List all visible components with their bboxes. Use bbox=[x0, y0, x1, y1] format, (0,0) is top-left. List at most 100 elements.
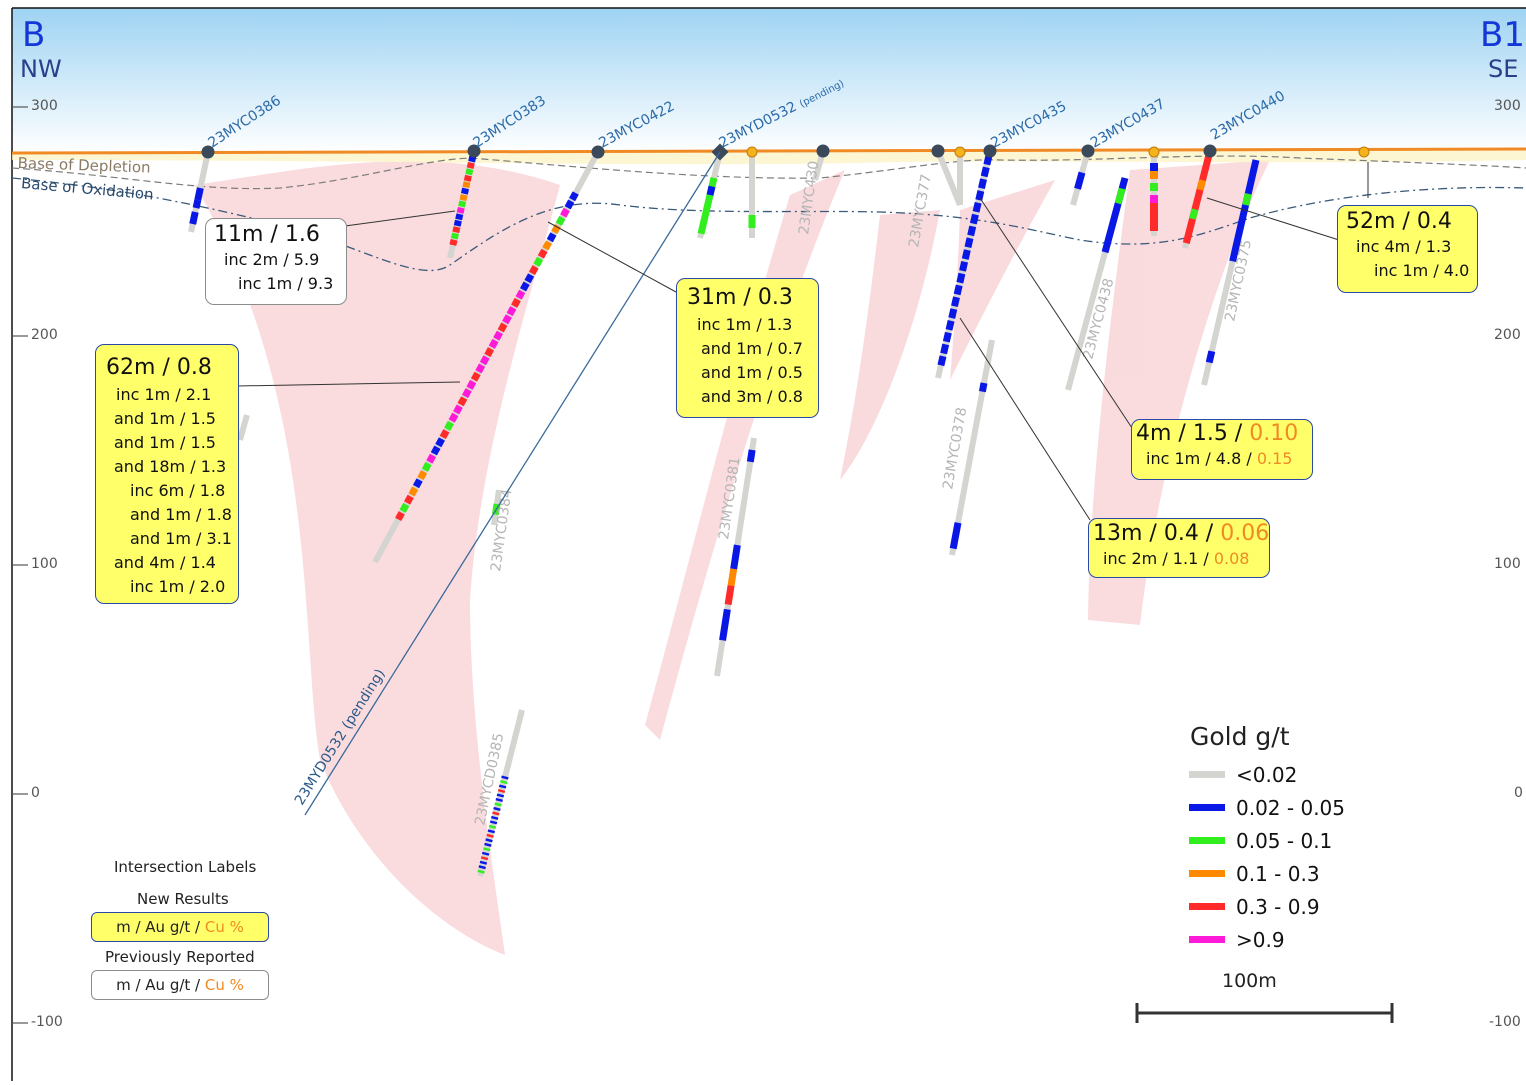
assay-interval bbox=[408, 486, 419, 497]
intersection-line: and 3m / 0.8 bbox=[701, 387, 803, 406]
legend-swatch bbox=[1189, 870, 1225, 877]
intersection-line: inc 2m / 5.9 bbox=[224, 250, 320, 269]
assay-interval bbox=[560, 207, 570, 218]
intersection-line: inc 6m / 1.8 bbox=[130, 481, 226, 500]
assay-interval bbox=[500, 780, 508, 785]
copper-grade: 0.15 bbox=[1256, 449, 1293, 468]
assay-interval bbox=[497, 788, 506, 794]
assay-interval bbox=[399, 502, 410, 513]
assay-interval bbox=[978, 178, 987, 190]
legend-swatch bbox=[1189, 804, 1225, 811]
assay-interval bbox=[462, 181, 471, 189]
legend-label: 0.3 - 0.9 bbox=[1236, 895, 1320, 919]
hole-trace bbox=[935, 149, 963, 207]
assay-interval bbox=[498, 784, 507, 789]
key-prev-label: Previously Reported bbox=[105, 948, 255, 966]
section-start-letter: B bbox=[22, 15, 46, 55]
elevation-ticks bbox=[12, 106, 28, 1024]
assay-interval bbox=[460, 187, 470, 195]
drill-hole bbox=[1148, 146, 1160, 236]
legend-label: <0.02 bbox=[1236, 763, 1298, 787]
assay-interval bbox=[412, 478, 423, 489]
intersection-label-new-3: 52m / 0.4 inc 4m / 1.3 inc 1m / 4.0 bbox=[1337, 205, 1478, 293]
intersection-line: and 18m / 1.3 bbox=[114, 457, 227, 476]
elevation-left-300: 300 bbox=[31, 98, 58, 114]
assay-interval bbox=[953, 284, 963, 296]
elevation-right-300: 300 bbox=[1494, 98, 1521, 114]
assay-interval bbox=[945, 320, 955, 331]
scale-bar bbox=[1135, 1003, 1394, 1023]
key-new-label: New Results bbox=[137, 890, 229, 908]
base-of-depletion-line bbox=[11, 155, 1526, 190]
assay-interval bbox=[479, 860, 488, 865]
assay-interval bbox=[486, 833, 494, 838]
zone-central bbox=[645, 170, 845, 740]
assay-interval bbox=[456, 206, 465, 214]
assay-interval bbox=[189, 211, 199, 225]
intersection-label-new-4: 4m / 1.5 / 0.10 inc 1m / 4.8 / 0.15 bbox=[1131, 419, 1313, 480]
collar-marker bbox=[1081, 144, 1095, 158]
assay-interval bbox=[448, 412, 459, 423]
assay-interval bbox=[477, 869, 485, 874]
assay-interval bbox=[480, 856, 489, 861]
assay-interval bbox=[951, 296, 960, 308]
assay-interval bbox=[491, 815, 499, 820]
assay-interval bbox=[942, 331, 952, 343]
assay-interval bbox=[459, 194, 468, 201]
elevation-left-minus100: -100 bbox=[31, 1014, 63, 1030]
collar-marker bbox=[816, 144, 830, 158]
drill-hole bbox=[746, 146, 758, 238]
intersection-head: 11m / 1.6 bbox=[214, 222, 320, 247]
legend-swatch bbox=[1189, 936, 1225, 943]
assay-interval bbox=[961, 249, 971, 260]
intersection-label-new-5: 13m / 0.4 / 0.06 inc 2m / 1.1 / 0.08 bbox=[1088, 518, 1270, 578]
assay-interval bbox=[444, 420, 454, 431]
section-end-direction: SE bbox=[1488, 55, 1519, 83]
assay-interval bbox=[457, 396, 468, 407]
intersection-line: inc 1m / 2.1 bbox=[116, 385, 212, 404]
intersection-label-new-1: 62m / 0.8 inc 1m / 2.1 and 1m / 1.5 and … bbox=[95, 344, 239, 604]
assay-interval bbox=[937, 355, 947, 367]
intersection-line: and 1m / 0.5 bbox=[701, 363, 803, 382]
elevation-left-200: 200 bbox=[31, 327, 58, 343]
intersection-line: and 1m / 3.1 bbox=[130, 529, 232, 548]
assay-interval bbox=[494, 802, 502, 807]
collar-marker bbox=[201, 145, 215, 159]
intersection-line: inc 1m / 2.0 bbox=[130, 577, 226, 596]
collar-marker bbox=[746, 146, 758, 158]
intersection-line: inc 1m / 1.3 bbox=[697, 315, 793, 334]
intersection-line: and 1m / 1.8 bbox=[130, 505, 232, 524]
assay-interval bbox=[502, 314, 512, 325]
assay-interval bbox=[495, 797, 503, 802]
assay-interval bbox=[724, 585, 735, 606]
assay-interval bbox=[496, 793, 505, 798]
elevation-right-100: 100 bbox=[1494, 556, 1521, 572]
assay-interval bbox=[511, 297, 521, 308]
assay-interval bbox=[453, 219, 462, 227]
copper-grade: 0.10 bbox=[1249, 421, 1299, 446]
key-title: Intersection Labels bbox=[114, 858, 257, 876]
collar-marker bbox=[467, 144, 481, 158]
assay-interval bbox=[484, 347, 495, 358]
base-of-oxidation-line bbox=[11, 177, 1526, 272]
assay-interval bbox=[506, 306, 517, 317]
collar-marker bbox=[591, 145, 605, 159]
legend-label: >0.9 bbox=[1236, 928, 1285, 952]
key-prev-box: m / Au g/t / Cu % bbox=[91, 970, 269, 1000]
legend-title: Gold g/t bbox=[1190, 722, 1290, 751]
legend-label: 0.05 - 0.1 bbox=[1236, 829, 1333, 853]
assay-interval bbox=[487, 829, 495, 834]
assay-interval bbox=[569, 191, 579, 202]
assay-interval bbox=[475, 363, 486, 374]
copper-grade: 0.08 bbox=[1213, 549, 1250, 568]
assay-interval bbox=[1205, 350, 1216, 364]
assay-interval bbox=[421, 461, 432, 472]
copper-grade: 0.06 bbox=[1220, 521, 1270, 546]
assay-interval bbox=[483, 847, 491, 852]
leader-lines bbox=[236, 162, 1369, 521]
assay-interval bbox=[528, 265, 539, 276]
zone-east-3 bbox=[1088, 160, 1270, 625]
elevation-right-200: 200 bbox=[1494, 327, 1521, 343]
assay-interval bbox=[978, 382, 988, 393]
